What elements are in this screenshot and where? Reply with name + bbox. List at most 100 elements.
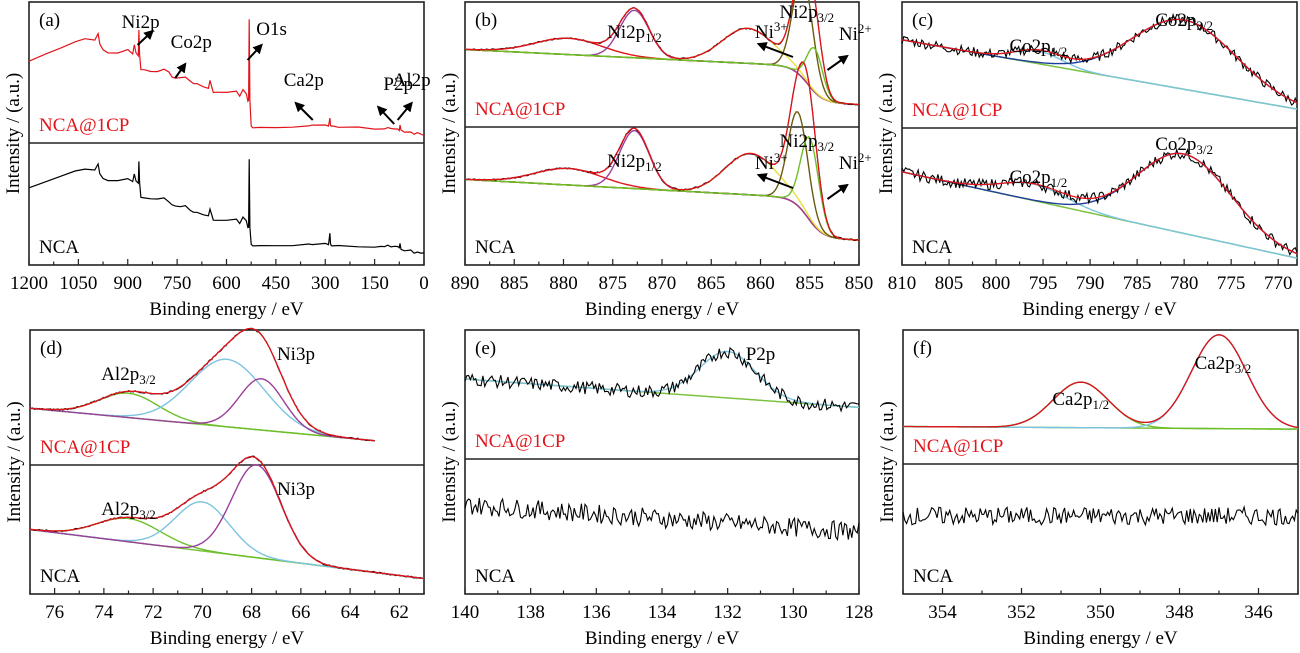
panel-label: (d) [40, 338, 62, 359]
x-tick-label: 134 [648, 602, 677, 623]
x-tick-label: 860 [746, 273, 775, 294]
subplot-top: NCA@1CP Co2p1/2 Co2p3/2 [901, 10, 1298, 121]
panel-e: 140 138 136 134 132 130 128 Binding energy / eV… [439, 329, 873, 649]
y-axis-title: Intensity / (a.u.) [877, 401, 898, 522]
peak-annotation: Ni3+ [755, 19, 788, 43]
experimental-spectrum [464, 346, 860, 413]
subplot-bottom: NCA [464, 497, 860, 587]
background-line [464, 48, 860, 106]
x-tick-label: 352 [1007, 602, 1036, 623]
x-tick-label: 850 [845, 273, 874, 294]
x-tick-label: 68 [242, 602, 261, 623]
peak-annotation: Al2p [393, 70, 431, 91]
peak-annotation: Ni2+ [839, 21, 872, 45]
annotation-arrow [396, 101, 413, 121]
annotation-arrow [174, 62, 187, 79]
x-tick-label: 600 [212, 273, 241, 294]
annotation-arrow [246, 43, 263, 61]
fit-peak [29, 358, 375, 442]
fit-peak [464, 46, 860, 106]
peak-annotation: Co2p [171, 32, 212, 53]
peak-annotation: Ni2p1/2 [607, 151, 662, 174]
fit-envelope [29, 327, 375, 442]
peak-annotation: Ni2p1/2 [607, 22, 662, 45]
subplot-top: NCA@1CP Ca2p1/2 Ca2p3/2 [903, 334, 1299, 457]
peak-annotation: O1s [256, 19, 287, 40]
background-line [464, 178, 860, 241]
subplot-bottom: NCA Al2p3/2 Ni3p [29, 455, 425, 587]
x-axis: 76 74 72 70 68 66 64 62 [29, 588, 425, 623]
x-tick-label: 130 [779, 602, 808, 623]
subplot-bottom: NCA [28, 159, 425, 258]
sample-label: NCA@1CP [475, 99, 565, 120]
subplot-top: NCA@1CP Al2p3/2 Ni3p [29, 327, 375, 458]
subplot-top: NCA@1CP P2p [464, 344, 860, 452]
x-tick-label: 64 [341, 602, 361, 623]
peak-annotation: Ni2+ [839, 150, 872, 174]
fit-peak [29, 377, 375, 442]
fit-envelope [901, 152, 1298, 255]
x-axis-title: Binding energy / eV [585, 628, 740, 649]
x-tick-label: 62 [390, 602, 409, 623]
annotation-arrow [826, 54, 849, 71]
y-axis-title: Intensity / (a.u.) [439, 73, 460, 194]
x-tick-label: 138 [516, 602, 545, 623]
sample-label: NCA [475, 566, 515, 587]
x-axis: 1200 1050 900 750 600 450 300 150 0 [10, 259, 429, 294]
x-tick-label: 770 [1264, 273, 1293, 294]
x-tick-label: 885 [500, 273, 529, 294]
x-tick-label: 880 [549, 273, 578, 294]
fit-peak [464, 152, 860, 241]
x-tick-label: 900 [114, 273, 143, 294]
survey-spectrum [28, 159, 425, 254]
sample-label: NCA [475, 237, 515, 258]
panel-b: 890 885 880 875 870 865 860 855 850 Binding energ… [439, 0, 873, 320]
x-tick-label: 800 [982, 273, 1011, 294]
x-tick-label: 790 [1076, 273, 1105, 294]
x-axis-title: Binding energy / eV [150, 628, 305, 649]
peak-annotation: Co2p3/2 [1155, 10, 1213, 33]
x-tick-label: 865 [697, 273, 726, 294]
panel-label: (f) [913, 338, 932, 359]
sample-label: NCA [40, 566, 80, 587]
x-tick-label: 140 [451, 602, 480, 623]
annotation-arrow [136, 29, 155, 46]
panel-d: 76 74 72 70 68 66 64 62 Binding energy / eV Inten… [4, 327, 425, 649]
x-axis: 354 352 350 348 346 [902, 588, 1299, 623]
x-tick-label: 72 [144, 602, 163, 623]
experimental-spectrum [902, 504, 1299, 527]
x-axis-title: Binding energy / eV [1023, 628, 1178, 649]
peak-annotation: Ni3+ [755, 150, 788, 174]
sample-label: NCA@1CP [39, 115, 129, 136]
panel-a: 1200 1050 900 750 600 450 300 150 0 Binding energ… [3, 1, 431, 320]
annotation-arrow [376, 105, 395, 125]
fit-envelope [903, 334, 1299, 429]
fit-peak [901, 18, 1298, 104]
annotation-arrow [756, 42, 794, 58]
x-tick-label: 132 [713, 602, 742, 623]
fit-peak [29, 501, 425, 580]
x-tick-label: 70 [193, 602, 212, 623]
peak-annotation: Ni2p3/2 [779, 131, 834, 154]
x-tick-label: 780 [1170, 273, 1199, 294]
x-axis: 890 885 880 875 870 865 860 855 850 [451, 259, 874, 294]
x-tick-label: 855 [796, 273, 825, 294]
fit-peak [903, 334, 1299, 429]
peak-annotation: Co2p1/2 [1009, 167, 1067, 190]
fit-peak [29, 517, 425, 580]
experimental-spectrum [29, 455, 425, 580]
x-tick-label: 810 [888, 273, 917, 294]
sample-label: NCA@1CP [40, 437, 130, 458]
panel-label: (e) [475, 338, 496, 359]
x-axis-title: Binding energy / eV [149, 299, 304, 320]
x-tick-label: 300 [311, 273, 340, 294]
peak-annotation: Ca2p3/2 [1195, 353, 1252, 376]
x-tick-label: 775 [1217, 273, 1246, 294]
x-tick-label: 750 [163, 273, 192, 294]
x-tick-label: 1200 [10, 273, 48, 294]
panel-label: (c) [912, 10, 933, 31]
x-tick-label: 136 [582, 602, 611, 623]
annotation-arrow [294, 101, 314, 121]
